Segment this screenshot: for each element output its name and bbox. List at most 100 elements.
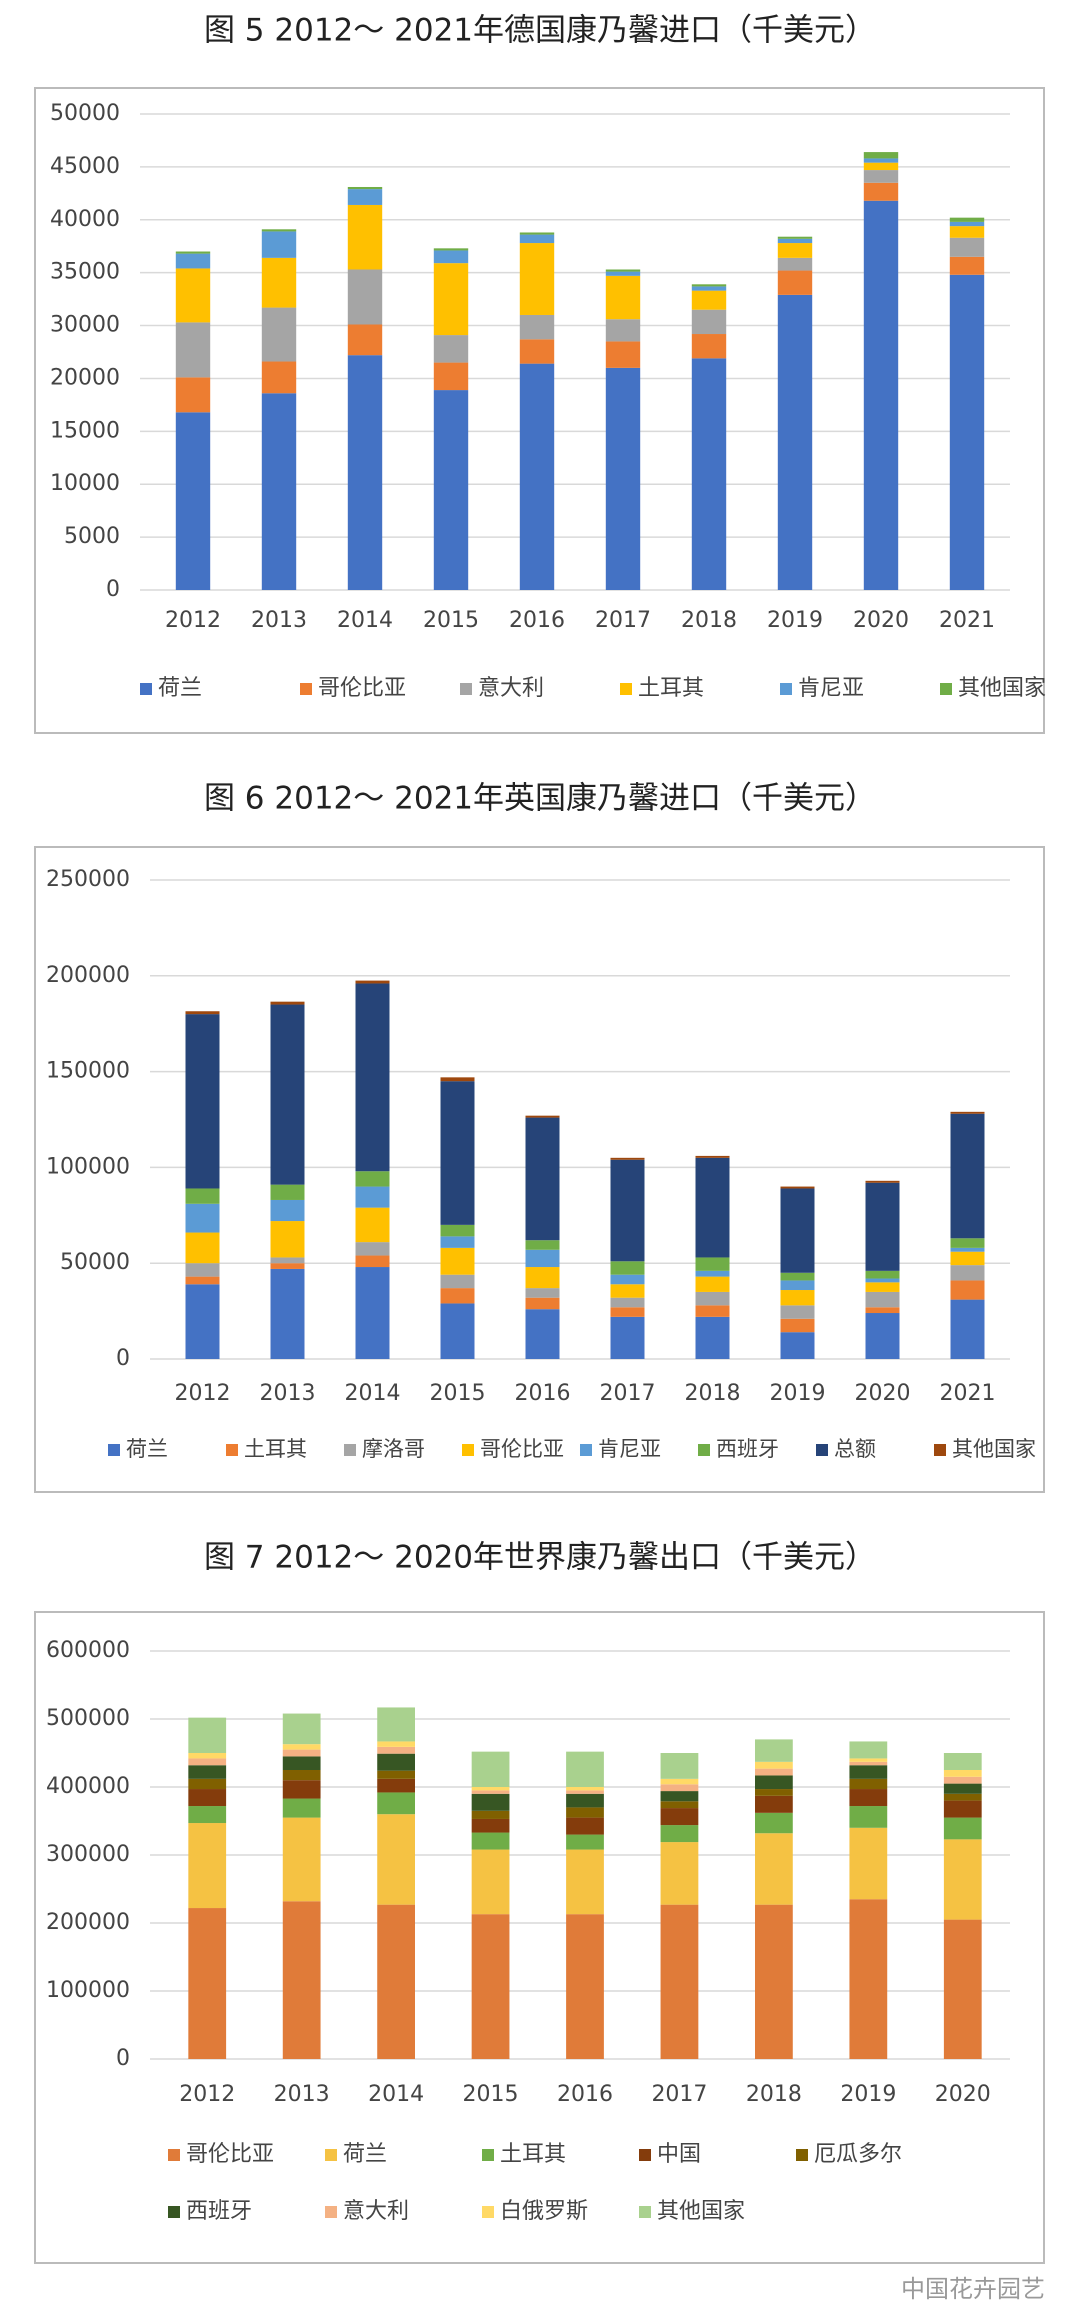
bar-segment [433, 390, 469, 590]
legend-label: 其他国家 [952, 1437, 1036, 1461]
bar-segment [755, 1775, 793, 1790]
x-tick-label: 2017 [595, 608, 651, 633]
bar-segment [188, 1789, 227, 1807]
legend-swatch [482, 2206, 494, 2218]
bar-segment [660, 1753, 699, 1779]
bar-segment [270, 1268, 305, 1359]
bar-segment [185, 1263, 220, 1277]
bar-segment [849, 1758, 888, 1762]
bar-segment [849, 1778, 888, 1790]
bar-segment [950, 1251, 985, 1266]
legend-swatch [325, 2206, 337, 2218]
bar-segment [347, 189, 383, 205]
x-tick-label: 2015 [463, 2082, 519, 2107]
bar-segment [780, 1290, 815, 1306]
bar-segment [949, 256, 985, 275]
legend-label: 白俄罗斯 [500, 2199, 588, 2224]
bar-segment [943, 1793, 982, 1801]
bar-segment [471, 1790, 510, 1794]
bar-segment [175, 251, 211, 254]
y-tick-label: 600000 [46, 1638, 130, 1663]
bar-segment [440, 1303, 475, 1359]
bar-segment [949, 226, 985, 238]
bar-segment [440, 1236, 475, 1248]
bar-segment [270, 1263, 305, 1269]
bar-segment [440, 1274, 475, 1289]
bar-segment [261, 257, 297, 308]
bar-segment [695, 1305, 730, 1317]
bar-segment [863, 182, 899, 201]
bar-segment [780, 1318, 815, 1333]
bar-segment [695, 1316, 730, 1359]
bar-segment [519, 339, 555, 364]
x-tick-label: 2014 [337, 608, 393, 633]
bar-segment [566, 1787, 604, 1791]
bar-segment [849, 1806, 888, 1828]
bar-segment [355, 983, 390, 1172]
legend-label: 荷兰 [343, 2142, 387, 2167]
bar-segment [519, 232, 555, 235]
y-tick-label: 50000 [50, 101, 120, 126]
bar-segment [282, 1756, 321, 1770]
bar-segment [261, 393, 297, 590]
x-tick-label: 2012 [175, 1381, 231, 1406]
bar-segment [695, 1155, 730, 1158]
chart-title: 图 7 2012～ 2020年世界康乃馨出口（千美元） [204, 1540, 876, 1576]
y-tick-label: 35000 [50, 260, 120, 285]
bar-segment [943, 1839, 982, 1920]
legend-swatch [940, 683, 952, 695]
bar-segment [282, 1780, 321, 1799]
bar-segment [519, 243, 555, 315]
bar-segment [355, 1242, 390, 1256]
legend-swatch [108, 1444, 120, 1456]
y-tick-label: 500000 [46, 1706, 130, 1731]
bar-segment [566, 1914, 604, 2059]
bar-segment [440, 1247, 475, 1275]
x-tick-label: 2016 [509, 608, 565, 633]
bar-segment [950, 1299, 985, 1359]
x-tick-label: 2021 [940, 1381, 996, 1406]
x-tick-label: 2013 [251, 608, 307, 633]
legend-label: 土耳其 [638, 676, 704, 701]
bar-segment [282, 1749, 321, 1757]
bar-segment [755, 1789, 793, 1796]
x-tick-label: 2018 [746, 2082, 802, 2107]
bar-segment [525, 1117, 560, 1241]
x-tick-label: 2018 [685, 1381, 741, 1406]
legend-label: 西班牙 [716, 1437, 779, 1461]
bar-segment [691, 284, 727, 287]
bar-segment [566, 1751, 604, 1787]
bar-segment [691, 358, 727, 590]
legend-label: 土耳其 [244, 1437, 307, 1461]
bar-segment [471, 1818, 510, 1833]
legend-swatch [460, 683, 472, 695]
bar-segment [175, 268, 211, 323]
bar-segment [863, 200, 899, 590]
bar-segment [943, 1770, 982, 1777]
bar-segment [188, 1908, 227, 2059]
bar-segment [950, 1111, 985, 1114]
bar-segment [695, 1291, 730, 1306]
y-tick-label: 100000 [46, 1154, 130, 1179]
legend-swatch [620, 683, 632, 695]
bar-segment [755, 1739, 793, 1762]
legend-label: 肯尼亚 [598, 1437, 661, 1461]
bar-segment [943, 1800, 982, 1818]
bar-segment [780, 1332, 815, 1359]
bar-segment [471, 1793, 510, 1811]
bar-segment [377, 1741, 415, 1747]
bar-segment [282, 1713, 321, 1745]
bar-segment [185, 1276, 220, 1285]
bar-segment [377, 1746, 415, 1754]
legend-swatch [639, 2149, 651, 2161]
y-tick-label: 200000 [46, 963, 130, 988]
bar-segment [188, 1717, 227, 1753]
bar-segment [282, 1744, 321, 1750]
bar-segment [691, 309, 727, 335]
legend-label: 其他国家 [958, 676, 1046, 701]
bar-segment [865, 1270, 900, 1279]
bar-segment [377, 1814, 415, 1905]
legend-label: 荷兰 [158, 676, 202, 701]
legend-swatch [300, 683, 312, 695]
bar-segment [695, 1276, 730, 1292]
